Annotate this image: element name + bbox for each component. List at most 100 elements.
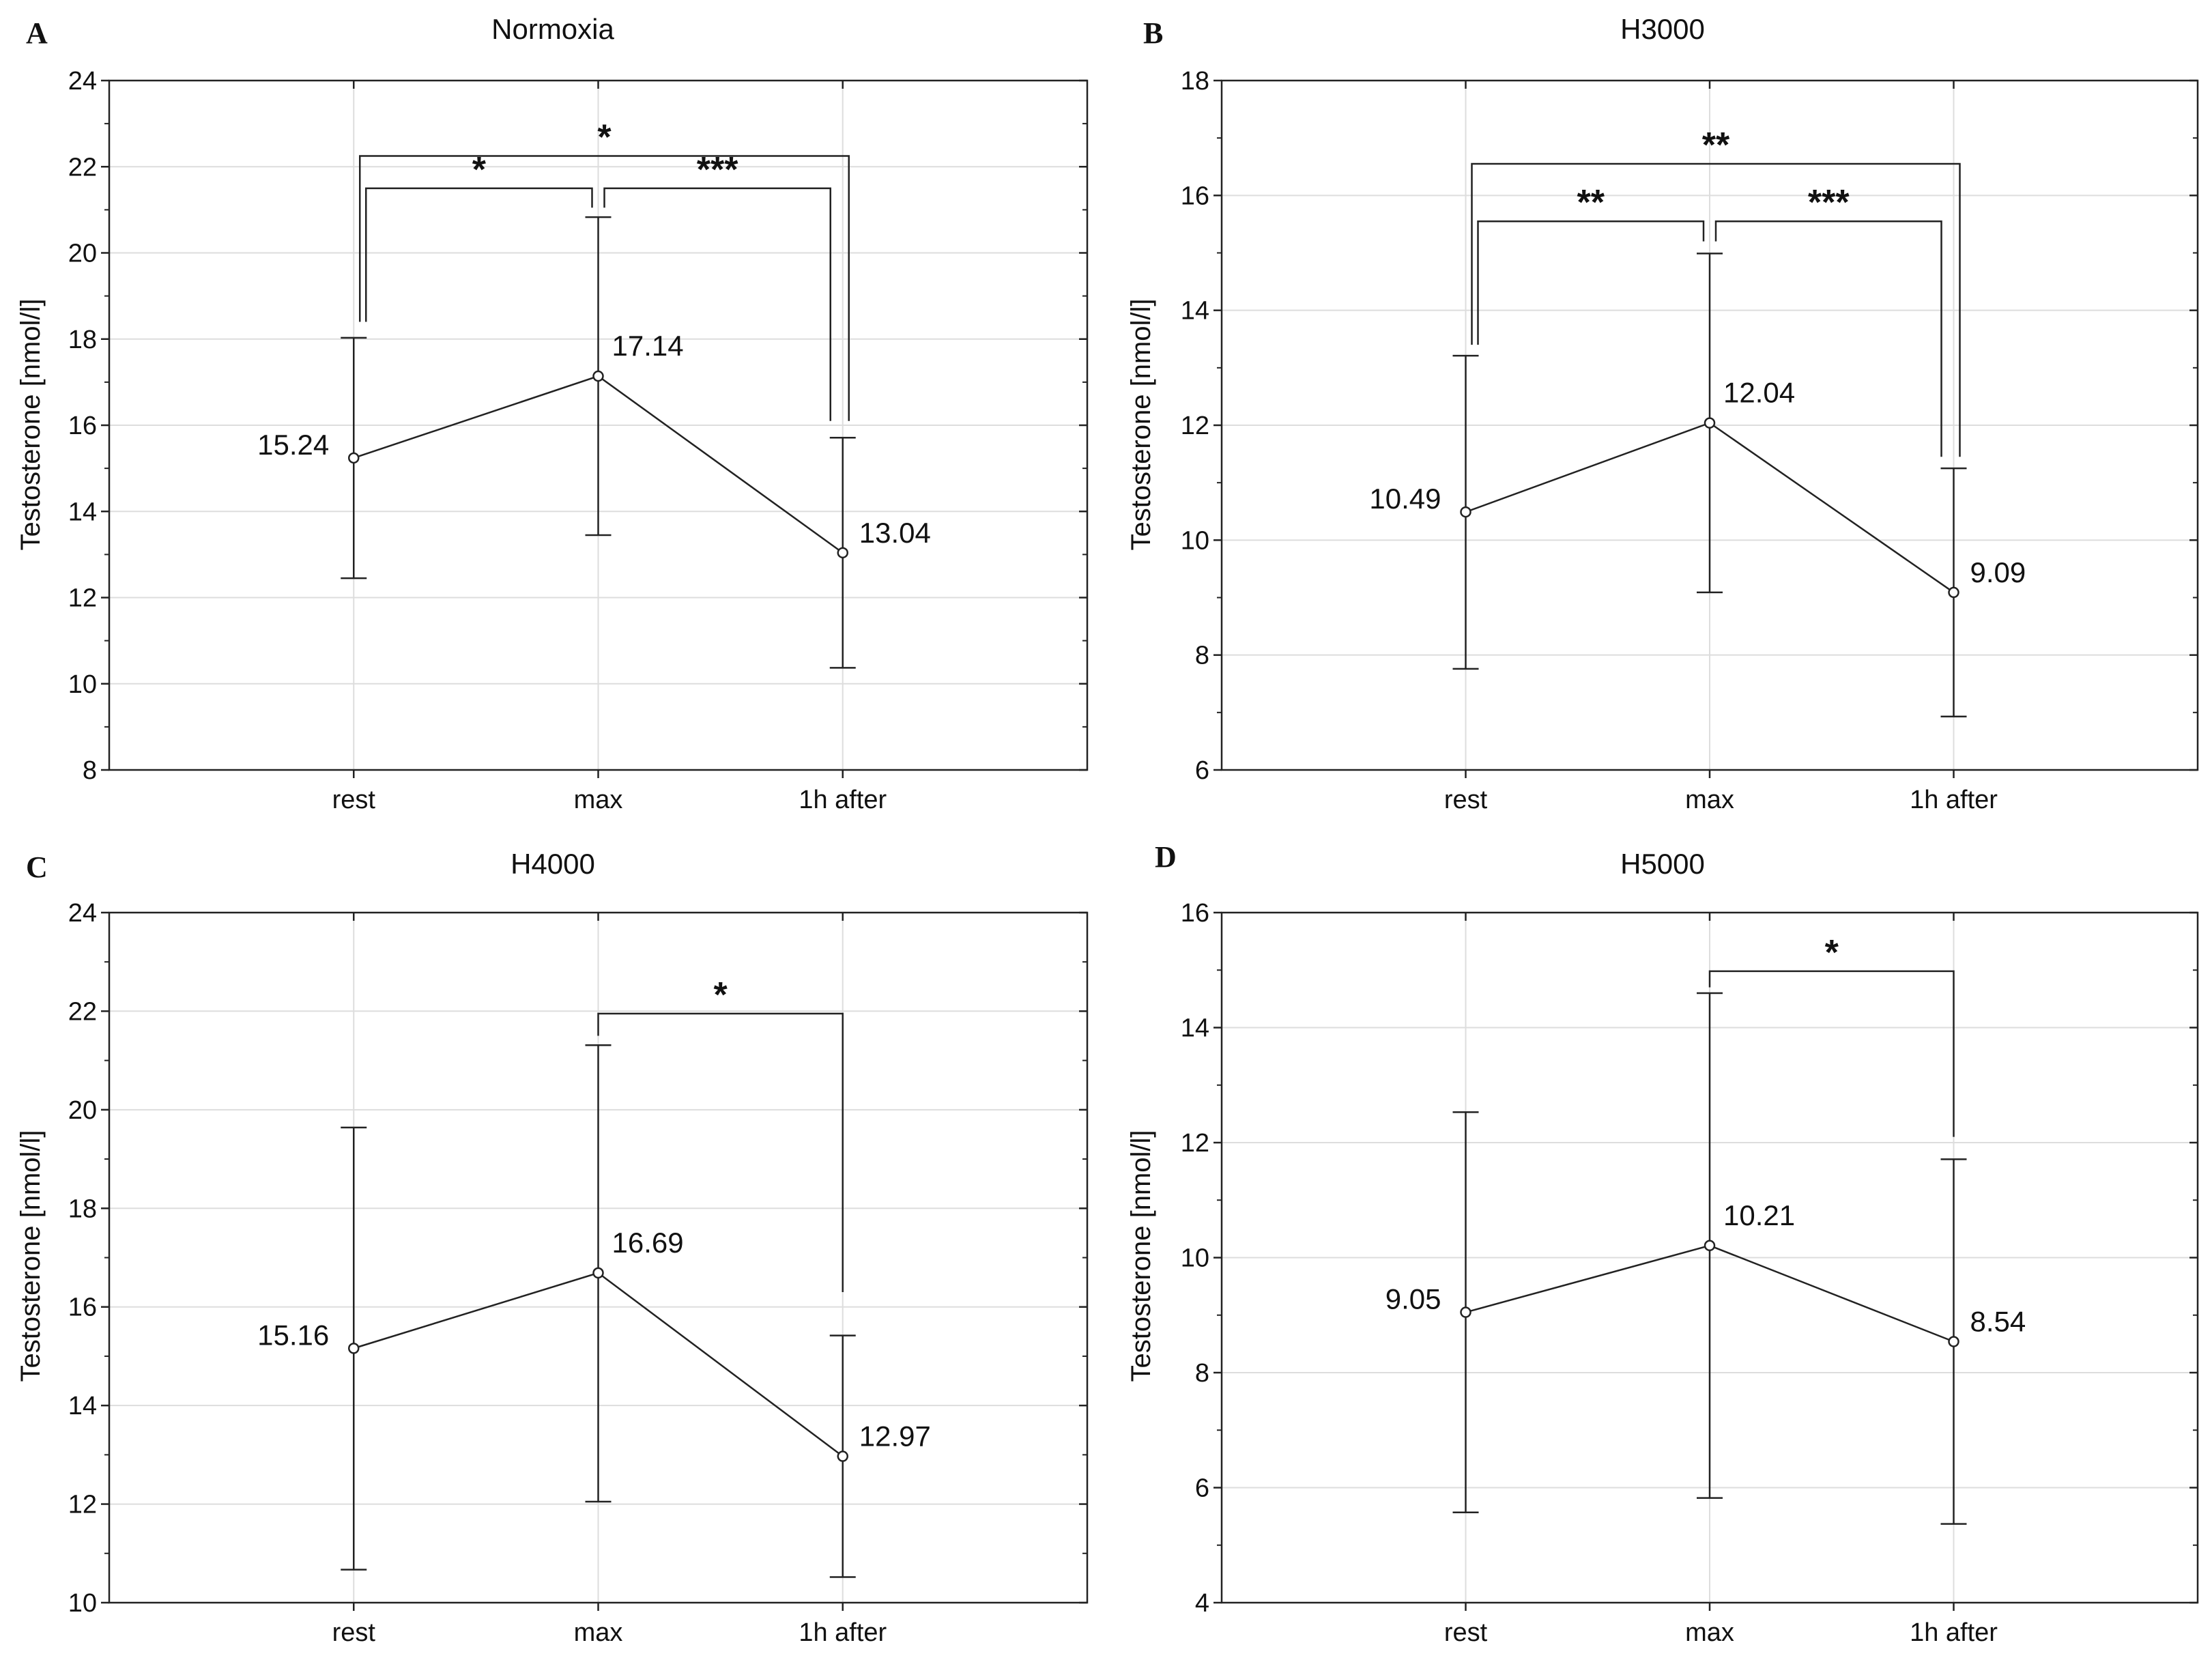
data-label: 15.24 (257, 429, 329, 461)
y-tick-label: 20 (68, 240, 97, 268)
x-tick-label: max (574, 1618, 623, 1647)
data-point (348, 452, 360, 464)
y-tick-label: 8 (1195, 1359, 1209, 1388)
y-tick-label: 18 (68, 1194, 97, 1223)
plot-area: 10 12 14 16 18 20 22 24 rest max 1h after 15.16 16.6… (68, 899, 1089, 1647)
y-tick-label: 12 (1181, 412, 1209, 440)
x-tick-label: rest (332, 1618, 376, 1647)
y-tick-label: 14 (1181, 297, 1209, 326)
significance-bracket (1477, 220, 1705, 345)
plot-area: 6 8 10 12 14 16 18 rest max 1h after 10.49 12.04 9.0… (1181, 67, 2199, 814)
significance-label: * (597, 117, 612, 157)
significance-bracket (597, 1012, 844, 1293)
significance-label: * (472, 150, 487, 190)
y-tick-label: 18 (68, 326, 97, 354)
panel-letter: B (1143, 16, 1163, 50)
y-tick-label: 20 (68, 1096, 97, 1125)
y-tick-label: 10 (68, 1589, 97, 1618)
panel-h3000: B H3000 Testosterone [nmol/l] 6 8 10 12 14 16… (1126, 13, 2199, 814)
x-tick-label: 1h after (799, 786, 887, 814)
y-tick-label: 12 (1181, 1129, 1209, 1158)
x-tick-label: 1h after (1910, 1618, 1998, 1647)
y-tick-label: 16 (68, 412, 97, 440)
y-tick-label: 14 (68, 498, 97, 526)
data-label: 15.16 (257, 1319, 329, 1351)
plot-area: 4 6 8 10 12 14 16 rest max 1h after 9.05 10.21 8.54 * (1181, 899, 2199, 1647)
x-tick-label: rest (332, 786, 376, 814)
y-tick-label: 22 (68, 153, 97, 182)
x-tick-label: 1h after (1910, 786, 1998, 814)
y-tick-label: 6 (1195, 756, 1209, 785)
y-tick-label: 8 (1195, 642, 1209, 670)
y-tick-label: 24 (68, 899, 97, 928)
y-tick-label: 12 (68, 1491, 97, 1519)
y-tick-label: 10 (1181, 526, 1209, 555)
data-label: 10.21 (1723, 1199, 1795, 1231)
y-axis-label: Testosterone [nmol/l] (16, 1130, 46, 1382)
data-point (1948, 586, 1959, 599)
x-tick-label: max (1685, 786, 1734, 814)
data-label: 13.04 (859, 517, 931, 549)
data-point (1460, 1306, 1471, 1318)
data-label: 10.49 (1369, 483, 1441, 515)
y-tick-label: 14 (68, 1392, 97, 1420)
data-point (1948, 1336, 1959, 1347)
significance-bracket (603, 187, 831, 421)
significance-label: * (1825, 933, 1839, 973)
data-point (592, 370, 604, 382)
y-tick-label: 8 (83, 756, 97, 785)
significance-bracket (359, 155, 850, 421)
y-tick-label: 16 (1181, 899, 1209, 928)
panel-letter: C (26, 850, 48, 884)
chart-title: H3000 (1620, 13, 1705, 45)
panel-h4000: C H4000 Testosterone [nmol/l] 10 12 14 16 18… (16, 848, 1089, 1647)
significance-bracket (1708, 970, 1955, 1137)
data-label: 9.09 (1970, 556, 2026, 588)
x-tick-label: 1h after (799, 1618, 887, 1647)
chart-title: Normoxia (491, 13, 614, 45)
y-tick-label: 14 (1181, 1014, 1209, 1043)
data-label: 12.97 (859, 1420, 931, 1452)
significance-label: ** (1577, 183, 1605, 223)
x-tick-label: rest (1444, 1618, 1488, 1647)
panel-letter: A (26, 16, 48, 50)
panel-normoxia: A Normoxia Testosterone [nmol/l] 8 10 12 14… (16, 13, 1089, 814)
y-tick-label: 18 (1181, 67, 1209, 96)
significance-label: ** (1702, 126, 1730, 165)
data-label: 16.69 (612, 1227, 684, 1259)
data-point (1460, 506, 1471, 518)
y-tick-label: 10 (1181, 1244, 1209, 1273)
data-point (837, 547, 848, 559)
data-point (1704, 417, 1716, 429)
significance-label: * (714, 975, 728, 1015)
data-label: 17.14 (612, 330, 684, 362)
data-label: 9.05 (1385, 1283, 1441, 1315)
y-tick-label: 4 (1195, 1589, 1209, 1618)
y-axis-label: Testosterone [nmol/l] (1126, 298, 1156, 550)
significance-bracket (1714, 220, 1942, 457)
data-point (837, 1450, 848, 1462)
data-point (592, 1267, 604, 1279)
data-label: 8.54 (1970, 1306, 2026, 1338)
x-tick-label: max (1685, 1618, 1734, 1647)
y-axis-label: Testosterone [nmol/l] (16, 298, 46, 550)
data-label: 12.04 (1723, 377, 1795, 409)
data-point (348, 1343, 360, 1354)
y-tick-label: 16 (68, 1293, 97, 1322)
y-tick-label: 10 (68, 670, 97, 699)
y-tick-label: 22 (68, 997, 97, 1026)
plot-area: 8 10 12 14 16 18 20 22 24 rest max 1h after 15.24 17.… (68, 67, 1089, 814)
y-axis-label: Testosterone [nmol/l] (1126, 1130, 1156, 1382)
y-tick-label: 12 (68, 584, 97, 613)
y-tick-label: 16 (1181, 182, 1209, 210)
x-tick-label: rest (1444, 786, 1488, 814)
chart-title: H5000 (1620, 848, 1705, 880)
y-tick-label: 24 (68, 67, 97, 96)
significance-bracket (1471, 162, 1961, 457)
panel-h5000: D H5000 Testosterone [nmol/l] 4 6 8 10 12 14 1… (1126, 840, 2199, 1647)
significance-bracket (365, 187, 593, 322)
x-tick-label: max (574, 786, 623, 814)
significance-label: *** (1808, 183, 1850, 223)
